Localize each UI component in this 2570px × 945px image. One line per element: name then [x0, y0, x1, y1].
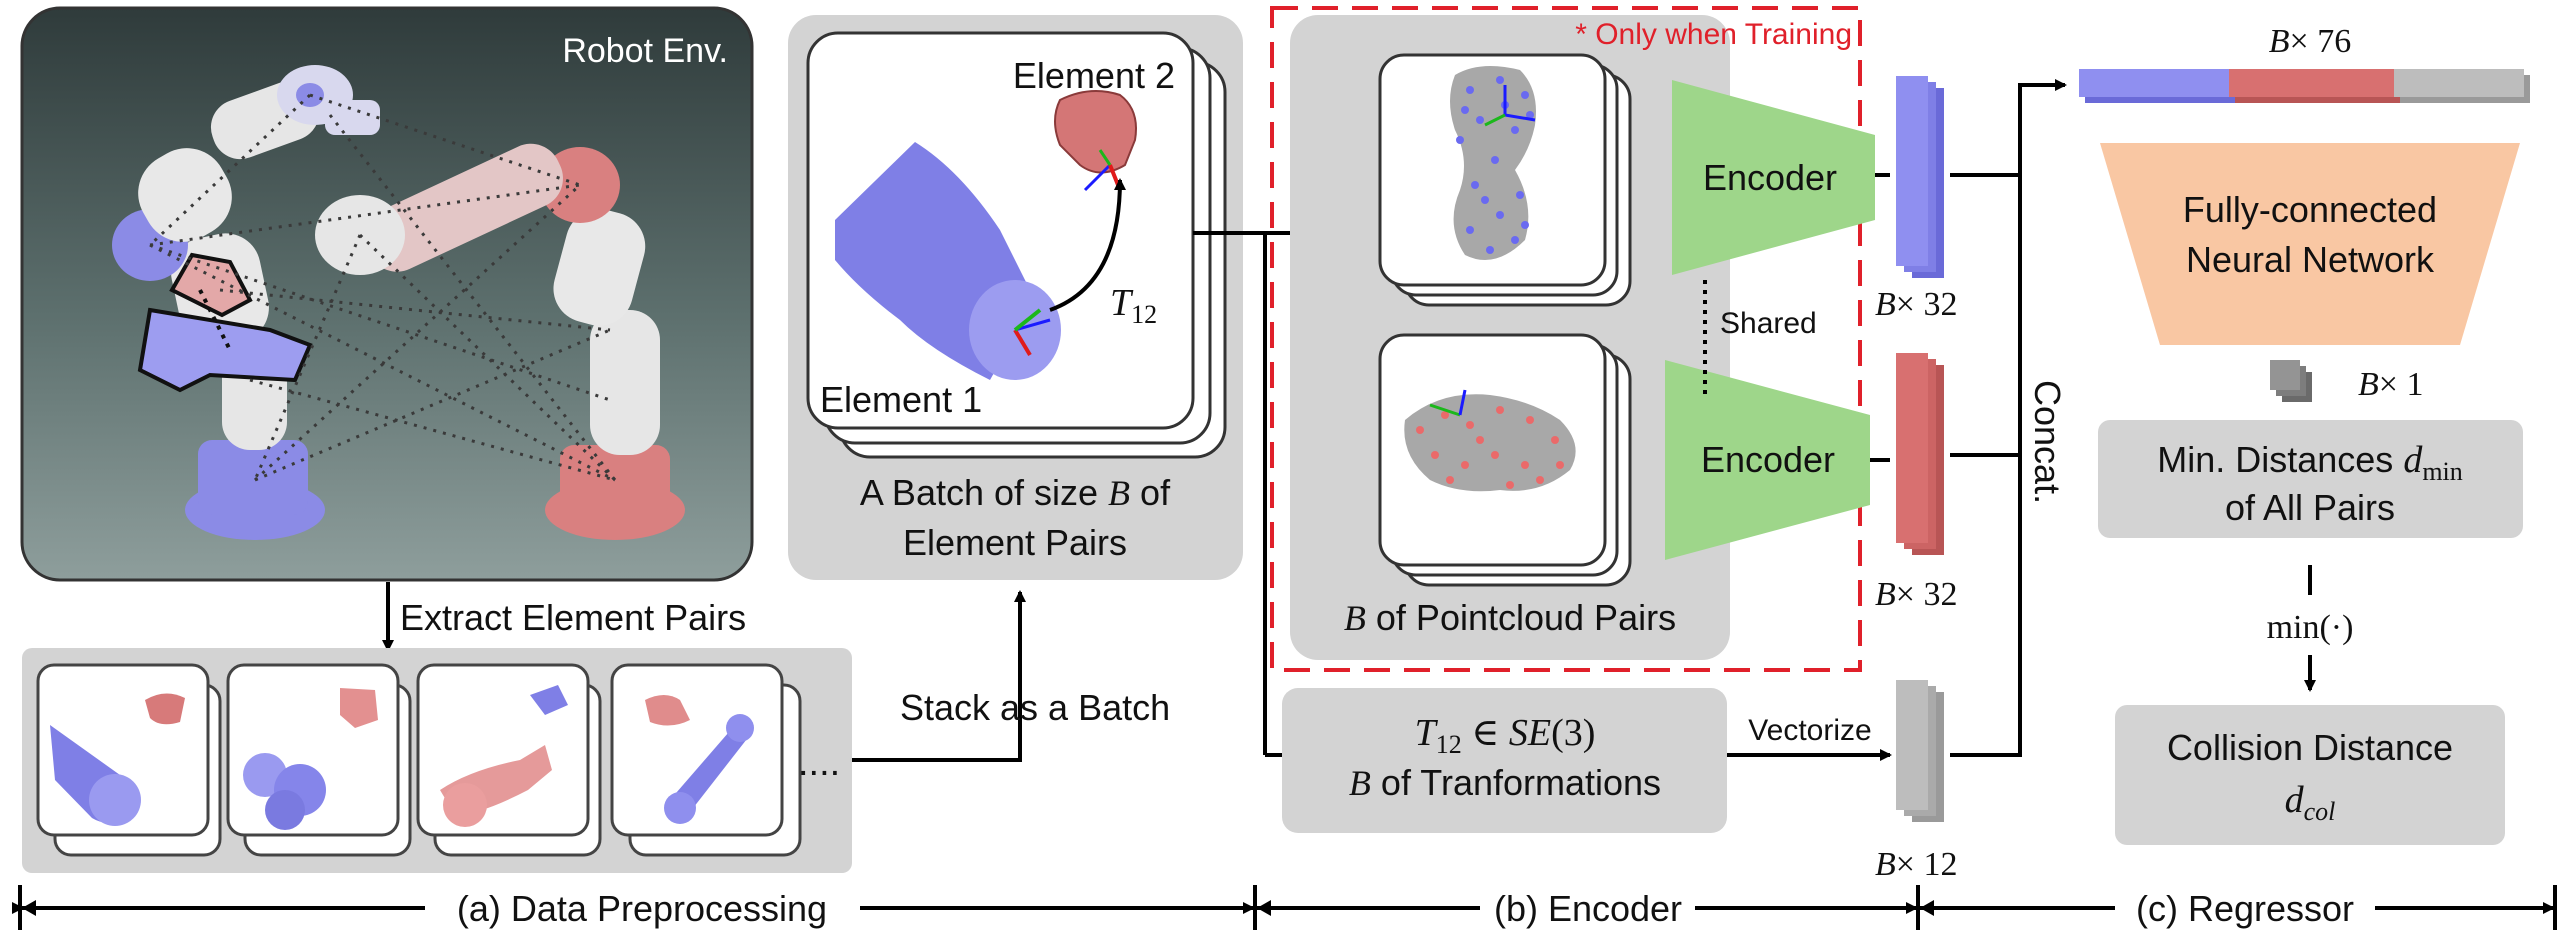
min-distances-line2: of All Pairs — [2225, 487, 2395, 528]
batch-caption-line2: Element Pairs — [903, 522, 1127, 563]
vectorize-label: Vectorize — [1748, 714, 1871, 747]
batch-caption-line1: A Batch of size B of — [860, 472, 1171, 513]
stack-arrow: Stack as a Batch — [852, 590, 1170, 762]
feature-gray-12 — [1896, 680, 1944, 822]
training-only-dashed-box — [1270, 6, 1862, 672]
feature-red-32 — [1896, 353, 1944, 555]
dim-1-label: B× 1 — [2358, 366, 2423, 403]
pointcloud-caption: B of Pointcloud Pairs — [1344, 597, 1676, 638]
robot-env-title: Robot Env. — [562, 32, 728, 70]
pair-card-3 — [416, 663, 602, 857]
dim-32-red-label: B× 32 — [1875, 576, 1957, 613]
fc-line2: Neural Network — [2186, 239, 2435, 280]
extract-arrow: Extract Element Pairs — [382, 582, 746, 652]
more-pairs-ellipsis: .... — [798, 742, 840, 784]
batch-panel: Element 2 Element 1 T12 A Batch of size … — [788, 15, 1243, 580]
fc-network: Fully-connected Neural Network — [2100, 143, 2520, 345]
min-distances-line1: Min. Distances dmin — [2157, 439, 2463, 486]
concat-label: Concat. — [2027, 380, 2068, 504]
element-2-label: Element 2 — [1013, 55, 1175, 96]
dim-76-label: B× 76 — [2269, 23, 2351, 60]
concat-vector-76 — [2079, 69, 2530, 103]
encoder-bottom: Encoder — [1665, 360, 1870, 560]
robot-arm-illustration — [112, 65, 685, 540]
t12-label: T12 — [1110, 282, 1157, 329]
element-1-label: Element 1 — [820, 379, 982, 420]
robot-env-panel: Robot Env. — [20, 6, 754, 582]
encoder-top: Encoder — [1672, 80, 1875, 275]
collision-distance-box: Collision Distance dcol — [2115, 705, 2505, 845]
feature-blue-32 — [1896, 76, 1944, 278]
dim-12-label: B× 12 — [1875, 846, 1957, 883]
encoder-top-label: Encoder — [1703, 157, 1837, 198]
transform-line2: B of Tranformations — [1349, 762, 1661, 803]
output-scalar-1 — [2270, 360, 2312, 402]
stage-axis — [12, 885, 2557, 930]
pair-card-1 — [36, 663, 222, 857]
pointcloud-blue-stack — [1378, 53, 1632, 307]
collision-distance-symbol: dcol — [2285, 779, 2336, 826]
min-distances-box: Min. Distances dmin of All Pairs — [2098, 420, 2523, 538]
dim-32-blue-label: B× 32 — [1875, 286, 1957, 323]
pointcloud-red-stack — [1378, 333, 1632, 587]
concat-connector — [1950, 79, 2067, 757]
fc-line1: Fully-connected — [2183, 189, 2437, 230]
stage-b-label: (b) Encoder — [1494, 888, 1682, 929]
transform-line1: T12 ∈ SE(3) — [1415, 712, 1596, 759]
stage-c-label: (c) Regressor — [2136, 888, 2354, 929]
encoder-bottom-label: Encoder — [1701, 439, 1835, 480]
stack-as-batch-label: Stack as a Batch — [900, 687, 1170, 728]
pair-card-4 — [610, 663, 802, 857]
min-operator-label: min(·) — [2267, 609, 2354, 646]
shared-label: Shared — [1720, 307, 1817, 340]
encoder-panel: * Only when Training — [1270, 6, 1875, 672]
element-1-shape — [835, 142, 1061, 380]
stage-a-label: (a) Data Preprocessing — [457, 888, 827, 929]
pair-card-2 — [226, 663, 412, 857]
element-2-shape — [1054, 90, 1137, 192]
transformations-box: T12 ∈ SE(3) B of Tranformations — [1282, 688, 1727, 833]
extract-element-pairs-label: Extract Element Pairs — [400, 597, 746, 638]
element-pair-thumbnails: .... — [22, 648, 852, 873]
collision-distance-line1: Collision Distance — [2167, 727, 2453, 768]
training-note: * Only when Training — [1575, 18, 1852, 51]
